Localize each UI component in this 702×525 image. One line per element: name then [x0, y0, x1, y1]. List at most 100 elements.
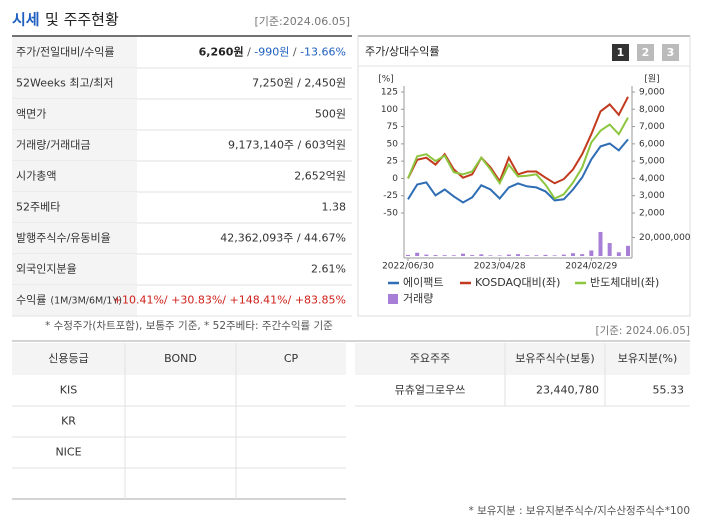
y-tick-label: 100 [381, 105, 398, 115]
volume-bar [424, 254, 429, 256]
y-tick-label: 25 [387, 157, 398, 167]
volume-bar [552, 255, 557, 256]
volume-bar [516, 254, 520, 256]
x-tick-label: 2022/06/30 [382, 262, 434, 272]
volume-bar [406, 254, 410, 256]
label-cell [12, 130, 137, 161]
row-label: 주가/전일대비/수익률 [16, 45, 115, 59]
volume-bar [442, 255, 447, 256]
row-value: 500원 [315, 108, 346, 121]
y2-tick-label: 3,000 [639, 191, 665, 201]
label-cell [12, 223, 137, 254]
y2-tick-label: 4,000 [639, 174, 665, 184]
row-value: 9,173,140주 / 603억원 [228, 139, 346, 152]
value-part: +10.41%/ +30.83%/ +148.41%/ +83.85% [113, 294, 346, 307]
table-header [12, 343, 346, 375]
table-header-cell: BOND [164, 352, 197, 365]
volume-bar [534, 255, 539, 256]
value-part: 7,250원 / 2,450원 [252, 77, 346, 90]
y-tick-label: 75 [387, 122, 398, 132]
row-value: 7,250원 / 2,450원 [252, 77, 346, 90]
agency: KR [61, 415, 76, 428]
volume-bar [589, 250, 594, 256]
x-tick-label: 2024/02/29 [565, 262, 617, 272]
value-part: / [289, 46, 300, 59]
chart-frame [357, 35, 691, 317]
volume-bar [506, 254, 511, 256]
legend-label: KOSDAQ대비(좌) [475, 276, 560, 289]
value-part: 6,260원 [199, 45, 244, 59]
y3-tick-label: 20,000,000 [639, 233, 691, 243]
y-tick-label: -25 [383, 191, 398, 201]
y-tick-label: 0 [392, 174, 398, 184]
row-value: 2,652억원 [294, 170, 346, 183]
value-part: 2.61% [311, 263, 346, 276]
label-cell [12, 192, 137, 223]
holder-cell: 23,440,780 [536, 384, 599, 397]
title-main: 시세 [12, 11, 40, 29]
y2-tick-label: 6,000 [639, 139, 665, 149]
agency: KIS [60, 384, 77, 397]
label-cell [12, 254, 137, 285]
legend-swatch [388, 294, 398, 304]
row-label: 수익률 (1M/3M/6M/1Y) [16, 294, 122, 307]
volume-bar [607, 243, 612, 256]
volume-bar [626, 245, 630, 256]
row-value: 6,260원 / -990원 / -13.66% [199, 45, 346, 59]
row-label: 액면가 [16, 108, 46, 121]
footnote: * 보유지분 : 보유지분주식수/지수산정주식수*100 [468, 505, 690, 517]
chart-title: 주가/상대수익률 [365, 45, 440, 58]
row-label: 52Weeks 최고/최저 [16, 77, 114, 90]
volume-bar [479, 254, 484, 256]
series-line [407, 96, 629, 185]
chart-button[interactable] [612, 44, 629, 61]
value-part: 500원 [315, 108, 346, 121]
value-part: -990원 [254, 46, 289, 59]
title-rest: 및 주주현황 [45, 11, 119, 29]
legend-label: 거래량 [403, 292, 433, 305]
table-header-cell: 보유주식수(보통) [515, 352, 594, 365]
y-tick-label: -50 [383, 209, 398, 219]
chart-button[interactable] [637, 44, 654, 61]
row-value: +10.41%/ +30.83%/ +148.41%/ +83.85% [113, 294, 346, 307]
legend-label: 에이팩트 [403, 276, 443, 289]
volume-bar [488, 255, 493, 256]
x-tick-label: 2023/04/28 [474, 262, 526, 272]
chart-button[interactable] [662, 44, 679, 61]
value-part: 2,652억원 [294, 170, 346, 183]
table-header-cell: 신용등급 [48, 352, 88, 365]
y2-tick-label: 2,000 [639, 209, 665, 219]
volume-bar [470, 255, 475, 256]
row-value: 2.61% [311, 263, 346, 276]
row-label: 시가총액 [16, 170, 56, 183]
y2-unit: [원] [644, 74, 659, 85]
chart-button-label: 2 [642, 46, 650, 59]
row-value: 42,362,093주 / 44.67% [220, 232, 346, 245]
y2-tick-label: 5,000 [639, 157, 665, 167]
holder-cell: 뮤츄얼그로우쓰 [395, 383, 466, 397]
y-tick-label: 125 [381, 88, 398, 98]
value-part: / [244, 46, 255, 59]
volume-bar [415, 252, 420, 256]
volume-bar [561, 254, 566, 256]
y-tick-label: 50 [387, 139, 399, 149]
legend-label: 반도체대비(좌) [590, 276, 659, 289]
value-part: -13.66% [300, 46, 346, 59]
volume-bar [598, 231, 603, 256]
volume-bar [433, 255, 438, 256]
volume-bar [525, 255, 530, 256]
value-part: 9,173,140주 / 603억원 [228, 139, 346, 152]
value-part: 1.38 [322, 201, 347, 214]
row-label: 외국인지분율 [16, 263, 77, 276]
row-label-note: (1M/3M/6M/1Y) [50, 295, 122, 306]
holder-cell: 55.33 [653, 384, 685, 397]
label-cell [12, 37, 137, 68]
row-label: 52주베타 [16, 201, 60, 214]
volume-bar [461, 253, 465, 256]
volume-bar [580, 254, 585, 256]
row-label: 발행주식수/유동비율 [16, 232, 111, 245]
label-cell [12, 285, 137, 316]
volume-bar [616, 252, 621, 256]
note-date: [기준: 2024.06.05] [595, 325, 690, 337]
volume-bar [497, 255, 502, 256]
